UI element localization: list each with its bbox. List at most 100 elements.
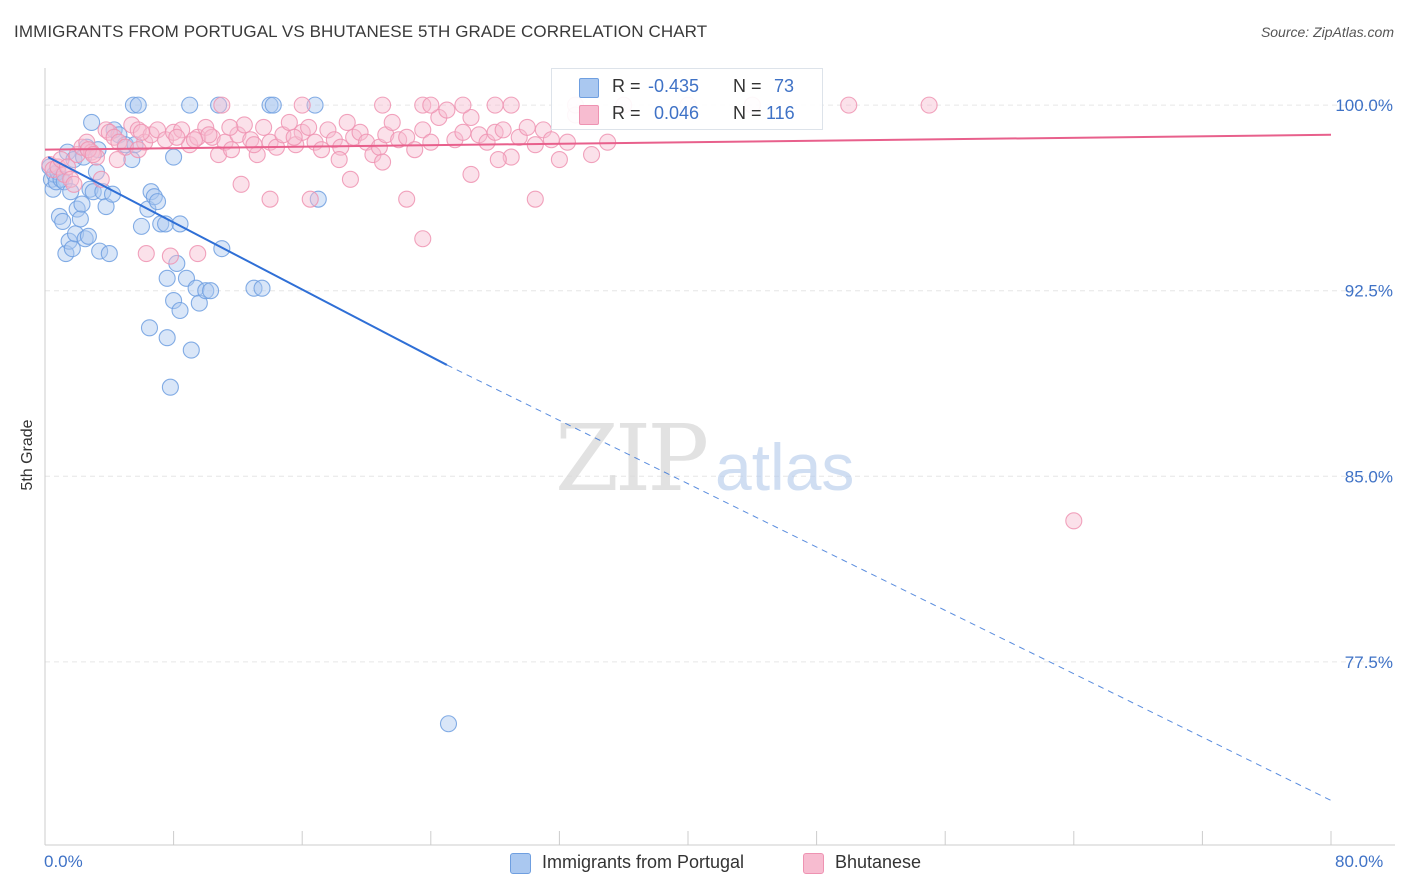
data-point-portugal [253,279,271,297]
data-point-bhutanese [494,121,512,139]
legend-n-label: N = [733,103,762,123]
data-point-bhutanese [245,136,263,154]
data-point-portugal [197,282,215,300]
data-point-bhutanese [920,96,938,114]
legend-n-value: 73 [774,76,795,96]
legend-r-value: 0.046 [654,103,700,123]
data-point-bhutanese [168,128,186,146]
data-point-portugal [132,217,150,235]
data-point-bhutanese [338,113,356,131]
data-point-bhutanese [518,118,536,136]
data-point-portugal [202,282,220,300]
data-point-bhutanese [330,151,348,169]
data-point-portugal [71,210,89,228]
data-point-bhutanese [235,116,253,134]
data-point-bhutanese [582,146,601,164]
data-point-portugal [81,180,99,198]
data-point-bhutanese [108,151,126,169]
data-point-bhutanese [374,153,392,171]
data-point-portugal [84,183,102,201]
trend-lines [44,133,1332,801]
data-point-portugal [161,378,179,396]
data-point-bhutanese [189,245,207,263]
data-point-bhutanese [116,138,134,156]
data-point-portugal [165,148,183,166]
legend-r-label: R = [612,76,641,96]
legend-swatch-portugal [579,78,599,98]
data-point-bhutanese [213,96,231,114]
data-point-bhutanese [422,133,440,151]
data-point-portugal [83,113,101,131]
x-tick-label-max: 80.0% [1335,852,1384,871]
data-point-portugal [54,212,72,230]
data-point-bhutanese [261,190,279,208]
data-point-bhutanese [137,245,155,263]
data-point-bhutanese [462,165,480,183]
data-point-portugal [148,193,167,211]
data-point-bhutanese [414,121,432,139]
data-point-bhutanese [255,118,273,136]
data-point-portugal [158,269,176,287]
bottom-legend-label-portugal: Immigrants from Portugal [542,852,745,872]
data-point-bhutanese [301,190,319,208]
data-point-bhutanese [502,96,520,114]
data-point-bhutanese [558,133,576,151]
data-point-bhutanese [161,247,179,265]
y-tick-label: 77.5% [1345,653,1393,672]
data-point-bhutanese [454,96,472,114]
data-point-bhutanese [414,230,432,248]
trend-line-portugal [47,156,448,366]
source-credit: Source: ZipAtlas.com [1260,24,1394,40]
watermark-atlas: atlas [715,430,854,504]
bottom-legend-label-bhutanese: Bhutanese [835,852,922,872]
axes [44,68,1395,846]
data-point-bhutanese [203,128,221,146]
data-point-portugal [140,319,159,337]
data-point-bhutanese [550,151,568,169]
data-point-bhutanese [285,128,303,146]
data-point-portugal [73,195,91,213]
data-point-bhutanese [319,121,337,139]
x-tick-label-min: 0.0% [44,852,83,871]
data-point-bhutanese [489,151,507,169]
y-tick-label: 85.0% [1345,467,1393,486]
legend-swatch-bhutanese [579,105,599,125]
trend-line-bhutanese [44,133,1332,151]
data-point-portugal [439,715,458,733]
data-point-bhutanese [221,118,239,136]
data-point-bhutanese [398,190,416,208]
legend-r-value: -0.435 [648,76,700,96]
data-point-bhutanese [105,128,123,146]
data-point-bhutanese [454,123,472,141]
data-point-bhutanese [62,170,80,188]
data-point-portugal [124,96,142,114]
data-point-portugal [165,292,183,310]
data-point-bhutanese [374,96,392,114]
data-point-bhutanese [185,131,204,149]
data-point-bhutanese [542,131,560,149]
data-point-portugal [142,183,160,201]
data-point-portugal [171,301,189,320]
data-point-portugal [76,230,94,248]
data-point-portugal [182,341,200,359]
data-point-bhutanese [84,146,102,164]
data-point-bhutanese [1065,512,1083,530]
data-point-bhutanese [438,101,456,119]
y-tick-label: 92.5% [1345,282,1393,301]
data-point-bhutanese [132,123,150,141]
data-point-bhutanese [383,113,401,131]
data-point-portugal [91,242,109,260]
data-point-bhutanese [232,175,250,193]
bottom-legend-swatch-portugal [510,853,531,874]
data-point-bhutanese [129,141,147,159]
data-point-portugal [264,96,282,114]
bottom-legend-swatch-bhutanese [803,853,824,874]
data-point-bhutanese [200,126,218,144]
data-point-bhutanese [351,123,369,141]
data-point-portugal [145,188,163,206]
data-point-portugal [181,96,199,114]
watermark-zip: ZIP [555,405,706,512]
data-point-portugal [50,207,69,226]
data-point-portugal [306,96,324,114]
